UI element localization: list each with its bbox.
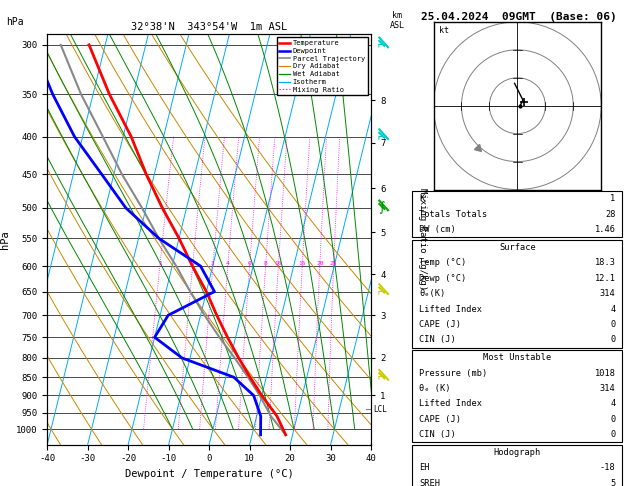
Text: 1: 1 [610, 194, 616, 203]
Text: SREH: SREH [419, 479, 440, 486]
Text: 3: 3 [211, 261, 214, 266]
Text: LCL: LCL [373, 405, 387, 414]
Text: 0: 0 [610, 335, 616, 345]
Bar [413, 445, 622, 486]
Text: Most Unstable: Most Unstable [483, 353, 552, 362]
Text: hPa: hPa [6, 17, 24, 27]
Text: 1: 1 [158, 261, 162, 266]
Y-axis label: hPa: hPa [1, 230, 11, 249]
Bar [413, 191, 622, 237]
X-axis label: Dewpoint / Temperature (°C): Dewpoint / Temperature (°C) [125, 469, 294, 479]
Text: 4: 4 [610, 399, 616, 408]
Text: Temp (°C): Temp (°C) [419, 258, 466, 267]
Y-axis label: Mixing Ratio (g/kg): Mixing Ratio (g/kg) [418, 188, 427, 291]
Text: 8: 8 [264, 261, 267, 266]
Text: CIN (J): CIN (J) [419, 430, 456, 439]
Text: 12.1: 12.1 [594, 274, 616, 283]
Text: 0: 0 [610, 320, 616, 329]
Text: 0: 0 [610, 415, 616, 424]
Text: EH: EH [419, 464, 430, 472]
Text: K: K [419, 194, 425, 203]
Text: -18: -18 [600, 464, 616, 472]
Text: Pressure (mb): Pressure (mb) [419, 368, 487, 378]
Text: 10: 10 [275, 261, 282, 266]
Text: 4: 4 [226, 261, 230, 266]
Text: Hodograph: Hodograph [494, 448, 541, 457]
Text: ∫: ∫ [379, 201, 385, 214]
Text: CAPE (J): CAPE (J) [419, 320, 461, 329]
Text: kt: kt [439, 26, 449, 35]
Text: CAPE (J): CAPE (J) [419, 415, 461, 424]
Text: Lifted Index: Lifted Index [419, 399, 482, 408]
Text: ⌐: ⌐ [377, 38, 387, 52]
Legend: Temperature, Dewpoint, Parcel Trajectory, Dry Adiabat, Wet Adiabat, Isotherm, Mi: Temperature, Dewpoint, Parcel Trajectory… [277, 37, 367, 95]
Text: Lifted Index: Lifted Index [419, 305, 482, 313]
Text: 15: 15 [299, 261, 306, 266]
Text: 1.46: 1.46 [594, 225, 616, 234]
Text: Surface: Surface [499, 243, 536, 252]
Text: Totals Totals: Totals Totals [419, 209, 487, 219]
Text: 25.04.2024  09GMT  (Base: 06): 25.04.2024 09GMT (Base: 06) [421, 12, 617, 22]
Text: 4: 4 [610, 305, 616, 313]
Text: 0: 0 [610, 430, 616, 439]
Text: PW (cm): PW (cm) [419, 225, 456, 234]
Text: 18.3: 18.3 [594, 258, 616, 267]
Text: 6: 6 [248, 261, 252, 266]
Bar [413, 350, 622, 442]
Text: 5: 5 [610, 479, 616, 486]
Text: 314: 314 [600, 289, 616, 298]
Text: Dewp (°C): Dewp (°C) [419, 274, 466, 283]
Text: 2: 2 [191, 261, 194, 266]
Text: 28: 28 [605, 209, 616, 219]
Text: ⌐: ⌐ [377, 285, 387, 298]
Text: 25: 25 [330, 261, 337, 266]
Title: 32°38'N  343°54'W  1m ASL: 32°38'N 343°54'W 1m ASL [131, 22, 287, 32]
Text: km
ASL: km ASL [389, 11, 404, 30]
Bar [413, 240, 622, 347]
Text: 20: 20 [316, 261, 323, 266]
Text: CIN (J): CIN (J) [419, 335, 456, 345]
Text: θₑ (K): θₑ (K) [419, 384, 450, 393]
Text: ⌐: ⌐ [377, 371, 387, 384]
Text: ⌐: ⌐ [377, 130, 387, 143]
Text: θₑ(K): θₑ(K) [419, 289, 445, 298]
Text: 314: 314 [600, 384, 616, 393]
Text: 1018: 1018 [594, 368, 616, 378]
